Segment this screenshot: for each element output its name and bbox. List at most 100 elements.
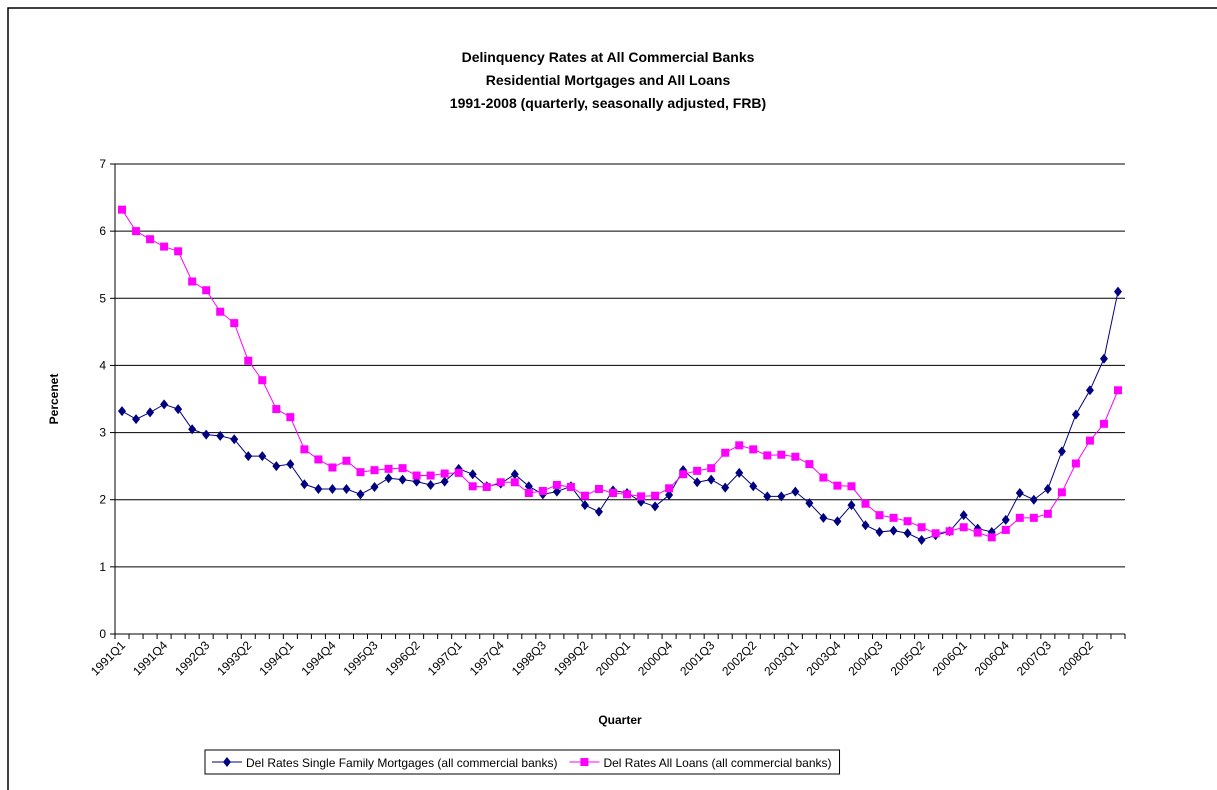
point [1071, 409, 1080, 420]
point [665, 490, 674, 501]
point [959, 510, 968, 521]
point [314, 483, 323, 494]
point [468, 469, 477, 480]
point [819, 512, 828, 523]
point [1043, 483, 1052, 494]
chart-title: Delinquency Rates at All Commercial Bank… [462, 49, 755, 65]
point [707, 474, 716, 485]
y-tick-label: 6 [99, 224, 106, 238]
point [118, 406, 127, 417]
point [258, 451, 267, 462]
point [987, 533, 996, 542]
point [300, 479, 309, 490]
point [286, 413, 295, 422]
point [342, 456, 351, 465]
point [903, 528, 912, 539]
point [1001, 525, 1010, 534]
point [637, 492, 646, 501]
point [300, 445, 309, 454]
point [146, 235, 155, 244]
point [903, 517, 912, 526]
point [861, 499, 870, 508]
point [594, 484, 603, 493]
point [749, 445, 758, 454]
point [608, 489, 617, 497]
point [384, 473, 393, 484]
y-tick-label: 5 [99, 291, 106, 305]
point [973, 528, 982, 537]
legend-marker [580, 758, 589, 766]
point [314, 455, 323, 464]
point [482, 482, 491, 491]
point [847, 500, 856, 511]
point [258, 376, 267, 385]
point [791, 486, 800, 497]
point [230, 319, 239, 328]
point [1085, 436, 1094, 445]
point [833, 516, 842, 527]
point [328, 463, 337, 472]
point [510, 469, 519, 480]
point [370, 466, 379, 475]
point [398, 464, 407, 473]
point [524, 481, 533, 492]
point [917, 523, 926, 532]
point [833, 481, 842, 490]
point [216, 307, 225, 316]
point [468, 482, 477, 491]
point [524, 489, 533, 497]
point [679, 470, 688, 479]
point [440, 476, 449, 487]
point [945, 527, 954, 536]
point [707, 464, 716, 473]
point [580, 491, 589, 500]
point [847, 482, 856, 491]
point [777, 450, 786, 459]
point [651, 491, 660, 500]
point [651, 501, 660, 512]
legend-marker [223, 757, 231, 767]
point [174, 404, 183, 415]
point [580, 500, 589, 511]
point [693, 477, 702, 488]
point [566, 482, 575, 491]
point [356, 489, 365, 500]
legend-label: Del Rates Single Family Mortgages (all c… [246, 756, 557, 770]
point [398, 474, 407, 485]
y-tick-label: 3 [99, 426, 106, 440]
x-axis-label: Quarter [598, 713, 642, 727]
point [721, 448, 730, 457]
point [735, 467, 744, 478]
point [412, 471, 421, 480]
point [230, 434, 239, 445]
point [931, 529, 940, 538]
point [1057, 446, 1066, 457]
point [538, 486, 547, 495]
point [160, 242, 169, 251]
y-axis-label: Percenet [47, 374, 61, 425]
point [763, 451, 772, 460]
point [188, 277, 197, 286]
chart-title: 1991-2008 (quarterly, seasonally adjuste… [450, 95, 766, 111]
point [1085, 385, 1094, 396]
point [875, 511, 884, 520]
y-tick-label: 1 [99, 560, 106, 574]
point [594, 506, 603, 517]
point [440, 469, 449, 478]
point [777, 491, 786, 502]
point [454, 468, 463, 477]
point [118, 205, 127, 214]
point [202, 286, 211, 295]
point [552, 486, 561, 497]
point [805, 498, 814, 509]
point [146, 407, 155, 418]
legend-label: Del Rates All Loans (all commercial bank… [603, 756, 831, 770]
point [174, 247, 183, 256]
point [496, 478, 505, 487]
point [132, 414, 141, 425]
point [805, 460, 814, 469]
point [286, 459, 295, 470]
point [749, 481, 758, 492]
point [552, 480, 561, 489]
legend-box [204, 749, 841, 775]
